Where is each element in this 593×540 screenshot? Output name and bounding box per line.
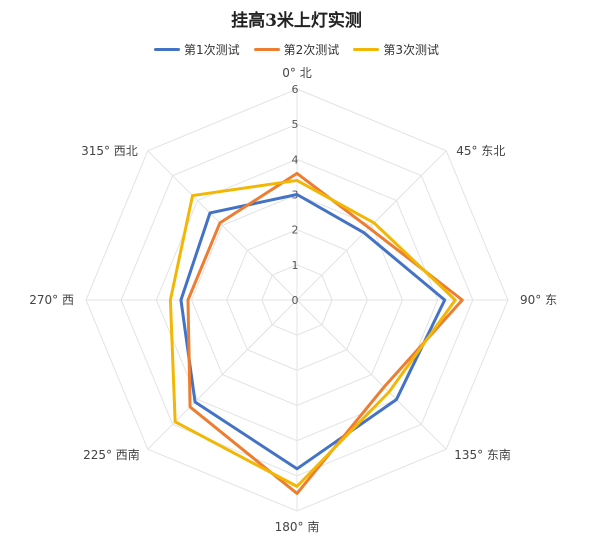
series-line-2 (186, 171, 464, 495)
radar-axis-labels: 0° 北 45° 东北 90° 东 135° 东南 180° 南 225° 西南 270° … (29, 66, 557, 534)
axis-label-6: 270° 西 (29, 293, 74, 307)
legend-label-series-2: 第2次测试 (283, 43, 340, 57)
legend-swatch-series-2 (253, 48, 280, 51)
grid-spoke-5 (147, 299, 298, 450)
radar-grid (85, 88, 509, 512)
radar-series (168, 171, 464, 495)
axis-label-5: 225° 西南 (83, 447, 140, 462)
tick-label: 0 (292, 294, 299, 307)
tick-label: 5 (292, 118, 299, 131)
grid-spoke-3 (296, 299, 447, 450)
tick-label: 4 (292, 153, 299, 166)
series-line-3 (168, 178, 457, 488)
legend-swatch-series-1 (154, 48, 181, 51)
legend-item-series-2[interactable]: 第2次测试 (253, 41, 340, 58)
chart-title: 挂高3米上灯实测 (231, 11, 362, 31)
legend-item-series-3[interactable]: 第3次测试 (353, 41, 439, 58)
axis-label-2: 90° 东 (520, 293, 557, 307)
axis-label-1: 45° 东北 (456, 144, 505, 158)
axis-label-7: 315° 西北 (81, 144, 138, 158)
legend-label-series-3: 第3次测试 (383, 43, 439, 57)
tick-label: 6 (292, 83, 299, 96)
grid-spoke-1 (296, 150, 447, 301)
series-line-1 (179, 193, 447, 471)
legend-label-series-1: 第1次测试 (184, 43, 240, 57)
legend-item-series-1[interactable]: 第1次测试 (154, 41, 240, 58)
tick-label: 2 (292, 224, 299, 237)
axis-label-3: 135° 东南 (454, 447, 511, 462)
tick-label: 1 (292, 259, 299, 272)
legend-swatch-series-3 (353, 48, 380, 51)
chart-legend: 第1次测试 第2次测试 第3次测试 (0, 41, 593, 58)
axis-label-0: 0° 北 (282, 66, 311, 80)
grid-spoke-7 (147, 150, 298, 301)
axis-label-4: 180° 南 (275, 519, 320, 534)
